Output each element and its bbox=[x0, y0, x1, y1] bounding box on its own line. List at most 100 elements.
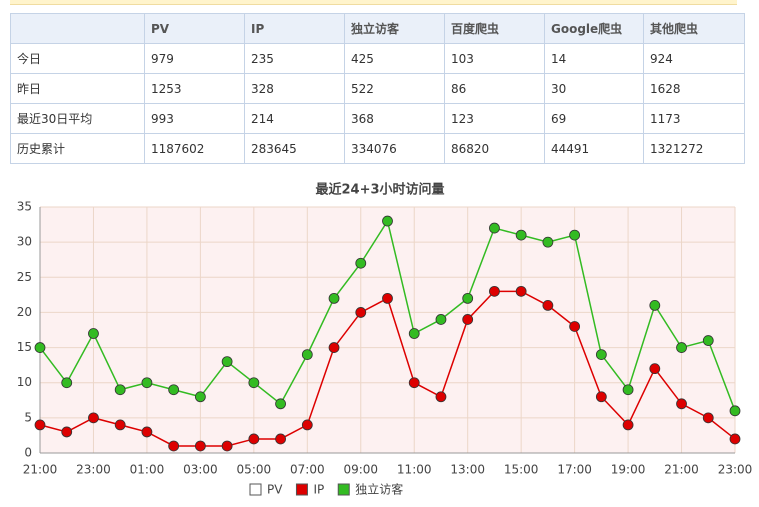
table-cell: 214 bbox=[244, 103, 345, 134]
data-point bbox=[702, 412, 714, 424]
data-point bbox=[301, 349, 313, 361]
data-point bbox=[435, 391, 447, 403]
data-point bbox=[248, 433, 260, 445]
x-tick-label: 17:00 bbox=[557, 463, 592, 477]
y-tick-label: 10 bbox=[17, 375, 32, 389]
legend-swatch bbox=[337, 483, 350, 496]
header-cell: 百度爬虫 bbox=[444, 13, 545, 44]
chart-title: 最近24+3小时访问量 bbox=[315, 182, 444, 198]
y-tick-label: 25 bbox=[17, 270, 32, 284]
data-point bbox=[382, 215, 393, 227]
table-cell: 历史累计 bbox=[10, 133, 145, 164]
data-point bbox=[676, 398, 687, 410]
data-point bbox=[408, 377, 420, 389]
x-tick-label: 01:00 bbox=[130, 463, 165, 477]
table-cell: 昨日 bbox=[10, 73, 145, 104]
header-cell: Google爬虫 bbox=[544, 13, 644, 44]
header-cell: PV bbox=[144, 13, 245, 44]
x-tick-label: 23:00 bbox=[718, 463, 753, 477]
data-point bbox=[622, 384, 634, 396]
notice-strip bbox=[10, 0, 737, 5]
data-point bbox=[676, 342, 687, 353]
x-tick-label: 13:00 bbox=[450, 463, 485, 477]
table-cell: 14 bbox=[544, 43, 644, 74]
table-cell: 235 bbox=[244, 43, 345, 74]
data-point bbox=[194, 391, 206, 403]
x-tick-label: 05:00 bbox=[237, 463, 272, 477]
data-point bbox=[382, 292, 393, 304]
header-row: PV IP 独立访客 百度爬虫 Google爬虫 其他爬虫 bbox=[10, 13, 745, 44]
legend-label: 独立访客 bbox=[355, 482, 403, 497]
plot-area bbox=[40, 207, 735, 453]
data-point bbox=[301, 419, 313, 431]
stats-table: PV IP 独立访客 百度爬虫 Google爬虫 其他爬虫 今日 979 235 425 103 14… bbox=[10, 13, 745, 164]
header-cell: 独立访客 bbox=[344, 13, 445, 44]
data-point bbox=[489, 285, 500, 297]
legend-swatch bbox=[295, 483, 308, 496]
table-cell: 993 bbox=[144, 103, 245, 134]
data-point bbox=[355, 257, 367, 269]
data-point bbox=[275, 433, 286, 445]
table-cell: 1173 bbox=[643, 103, 745, 134]
data-point bbox=[595, 391, 607, 403]
data-point bbox=[515, 229, 527, 241]
data-point bbox=[729, 433, 741, 445]
x-tick-label: 23:00 bbox=[76, 463, 111, 477]
table-cell: 425 bbox=[344, 43, 445, 74]
table-cell: 328 bbox=[244, 73, 345, 104]
data-point bbox=[194, 440, 206, 452]
header-cell bbox=[10, 13, 145, 44]
data-point bbox=[34, 419, 46, 431]
y-tick-label: 5 bbox=[24, 410, 32, 424]
x-tick-label: 15:00 bbox=[504, 463, 539, 477]
chart: 最近24+3小时访问量 0 5 10 15 20 25 30 35 21:00 23:00 01:0… bbox=[17, 182, 753, 497]
data-point bbox=[462, 292, 474, 304]
data-point bbox=[542, 236, 554, 248]
data-point bbox=[649, 363, 661, 375]
header-cell: IP bbox=[244, 13, 345, 44]
y-tick-label: 35 bbox=[17, 200, 32, 214]
data-point bbox=[141, 377, 153, 389]
data-point bbox=[435, 314, 447, 325]
data-point bbox=[729, 405, 741, 417]
data-point bbox=[275, 398, 286, 410]
table-cell: 1187602 bbox=[144, 133, 245, 164]
y-tick-label: 20 bbox=[17, 305, 32, 319]
x-tick-label: 03:00 bbox=[183, 463, 218, 477]
data-point bbox=[168, 440, 180, 452]
x-tick-label: 19:00 bbox=[611, 463, 646, 477]
table-cell: 979 bbox=[144, 43, 245, 74]
data-point bbox=[649, 299, 661, 311]
legend-swatch bbox=[249, 483, 262, 496]
data-point bbox=[221, 356, 233, 368]
table-cell: 1253 bbox=[144, 73, 245, 104]
table-cell: 368 bbox=[344, 103, 445, 134]
table-row: 昨日 1253 328 522 86 30 1628 bbox=[10, 73, 745, 104]
table-cell: 44491 bbox=[544, 133, 644, 164]
data-point bbox=[489, 222, 500, 234]
y-tick-label: 30 bbox=[17, 235, 32, 249]
x-tick-label: 07:00 bbox=[290, 463, 325, 477]
table-cell: 86820 bbox=[444, 133, 545, 164]
table-cell: 1321272 bbox=[643, 133, 745, 164]
data-point bbox=[221, 440, 233, 452]
x-tick-label: 09:00 bbox=[343, 463, 378, 477]
data-point bbox=[328, 292, 340, 304]
data-point bbox=[328, 342, 340, 353]
table-cell: 123 bbox=[444, 103, 545, 134]
table-cell: 1628 bbox=[643, 73, 745, 104]
table-cell: 86 bbox=[444, 73, 545, 104]
data-point bbox=[462, 314, 474, 325]
x-tick-label: 21:00 bbox=[664, 463, 699, 477]
data-point bbox=[622, 419, 634, 431]
data-point bbox=[515, 285, 527, 297]
data-point bbox=[114, 419, 126, 431]
data-point bbox=[61, 426, 73, 438]
data-point bbox=[248, 377, 260, 389]
x-tick-label: 11:00 bbox=[397, 463, 432, 477]
legend-label: IP bbox=[313, 483, 324, 497]
table-cell: 103 bbox=[444, 43, 545, 74]
table-row: 最近30日平均 993 214 368 123 69 1173 bbox=[10, 103, 745, 134]
legend-label: PV bbox=[267, 483, 283, 497]
data-point bbox=[569, 321, 581, 332]
